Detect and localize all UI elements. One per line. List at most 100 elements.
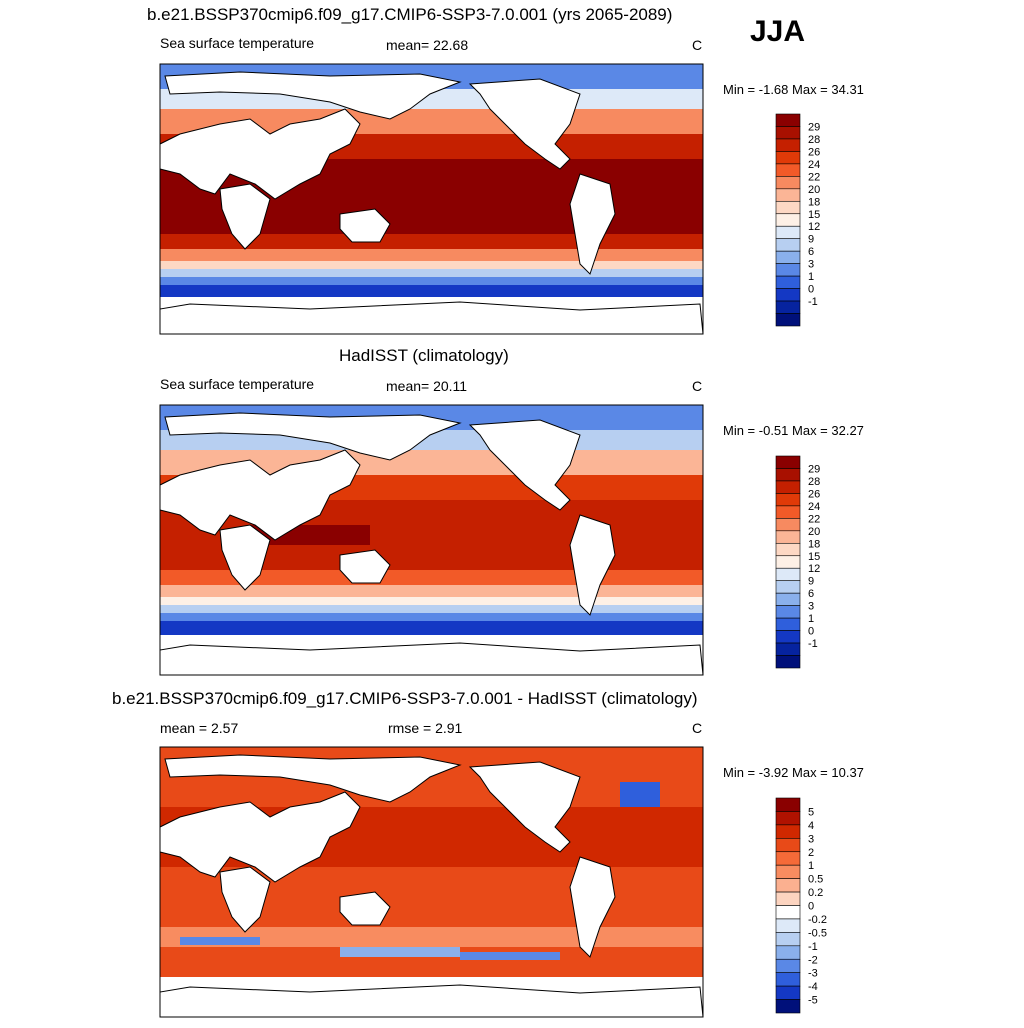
- colorbar-label: 0.5: [808, 874, 823, 886]
- colorbar-swatch: [775, 200, 801, 215]
- colorbar-swatch: [775, 138, 801, 152]
- colorbar-label: 26: [808, 146, 820, 158]
- panel-2-title: HadISST (climatology): [339, 346, 509, 365]
- colorbar-swatch: [775, 176, 801, 190]
- colorbar-swatch: [775, 918, 801, 933]
- colorbar-label: -0.2: [808, 914, 827, 926]
- colorbar-swatch: [775, 493, 801, 507]
- colorbar-label: -1: [808, 296, 818, 308]
- panel-3-map: [159, 746, 704, 1018]
- colorbar-swatch: [775, 480, 801, 494]
- colorbar-label: 12: [808, 563, 820, 575]
- panel-3-minmax-label: Min = -3.92 Max = 10.37: [723, 765, 864, 780]
- panel-3-units-label: C: [692, 720, 703, 736]
- panel-2-map: [159, 404, 704, 676]
- colorbar-label: 9: [808, 234, 814, 246]
- colorbar-label: 29: [808, 121, 820, 133]
- colorbar-swatch: [775, 864, 801, 879]
- colorbar-label: 26: [808, 488, 820, 500]
- colorbar-swatch: [775, 932, 801, 947]
- panel-2-minmax-label: Min = -0.51 Max = 32.27: [723, 423, 864, 438]
- colorbar-swatch: [775, 851, 801, 866]
- panel-1-map: [159, 63, 704, 335]
- colorbar-label: 18: [808, 538, 820, 550]
- colorbar-label: 20: [808, 526, 820, 538]
- panel-3-land: [159, 754, 704, 1018]
- panel-1-land: [159, 71, 704, 335]
- panel-2-units-label: C: [692, 378, 703, 394]
- colorbar-swatch: [775, 617, 801, 631]
- colorbar-label: 15: [808, 551, 820, 563]
- colorbar-label: 3: [808, 601, 814, 613]
- colorbar-swatch: [775, 163, 801, 177]
- colorbar-label: -1: [808, 941, 818, 953]
- colorbar-swatch: [775, 530, 801, 544]
- colorbar-swatch: [775, 151, 801, 165]
- colorbar-swatch: [775, 213, 801, 227]
- colorbar-label: -4: [808, 981, 818, 993]
- colorbar-swatch: [775, 630, 801, 644]
- colorbar-swatch: [775, 263, 801, 277]
- colorbar-label: 22: [808, 171, 820, 183]
- colorbar-swatch: [775, 985, 801, 1000]
- colorbar-label: 29: [808, 463, 820, 475]
- colorbar-swatch: [775, 250, 801, 264]
- colorbar-swatch: [775, 838, 801, 853]
- colorbar-label: -3: [808, 968, 818, 980]
- colorbar-label: 6: [808, 588, 814, 600]
- colorbar-label: 18: [808, 196, 820, 208]
- panel-3-mean-label: mean = 2.57: [160, 720, 239, 736]
- colorbar-label: 1: [808, 613, 814, 625]
- colorbar-label: 24: [808, 159, 820, 171]
- colorbar-label: -1: [808, 638, 818, 650]
- colorbar-label: -0.5: [808, 927, 827, 939]
- colorbar-swatch: [775, 945, 801, 960]
- colorbar-swatch: [775, 999, 801, 1014]
- colorbar-swatch: [775, 891, 801, 906]
- panel-2-frame: [159, 404, 704, 676]
- colorbar-label: 6: [808, 246, 814, 258]
- colorbar-swatch: [775, 958, 801, 973]
- colorbar-swatch: [775, 275, 801, 289]
- colorbar-swatch: [775, 642, 801, 656]
- colorbar-swatch: [775, 518, 801, 532]
- colorbar-swatch: [775, 655, 801, 669]
- colorbar-label: 0.2: [808, 887, 823, 899]
- colorbar-label: 1: [808, 271, 814, 283]
- colorbar-label: 0: [808, 284, 814, 296]
- colorbar-label: 0: [808, 901, 814, 913]
- colorbar-label: 5: [808, 806, 814, 818]
- colorbar-label: 22: [808, 513, 820, 525]
- colorbar-swatch: [775, 567, 801, 582]
- panel-1-units-label: C: [692, 37, 703, 53]
- colorbar-swatch: [775, 605, 801, 619]
- colorbar-swatch: [775, 455, 801, 469]
- colorbar-swatch: [775, 811, 801, 826]
- panel-2-land: [159, 412, 704, 676]
- colorbar-label: -2: [808, 954, 818, 966]
- colorbar-swatch: [775, 972, 801, 987]
- colorbar-label: 20: [808, 184, 820, 196]
- colorbar-swatch: [775, 542, 801, 557]
- colorbar-swatch: [775, 555, 801, 569]
- colorbar-label: 0: [808, 626, 814, 638]
- colorbar-label: 9: [808, 576, 814, 588]
- colorbar-swatch: [775, 313, 801, 327]
- panel-1-minmax-label: Min = -1.68 Max = 34.31: [723, 82, 864, 97]
- colorbar-swatch: [775, 797, 801, 812]
- colorbar-swatch: [775, 288, 801, 302]
- colorbar-swatch: [775, 225, 801, 240]
- colorbar-swatch: [775, 878, 801, 893]
- colorbar-label: 24: [808, 501, 820, 513]
- colorbar-swatch: [775, 113, 801, 127]
- panel-3-title: b.e21.BSSP370cmip6.f09_g17.CMIP6-SSP3-7.…: [112, 689, 698, 708]
- panel-2-mean-label: mean= 20.11: [386, 378, 468, 394]
- colorbar-label: 2: [808, 847, 814, 859]
- colorbar-swatch: [775, 126, 801, 140]
- colorbar-swatch: [775, 592, 801, 606]
- colorbar-label: 12: [808, 221, 820, 233]
- colorbar-swatch: [775, 300, 801, 314]
- colorbar-label: 4: [808, 820, 814, 832]
- colorbar-swatch: [775, 505, 801, 519]
- panel-1-title: b.e21.BSSP370cmip6.f09_g17.CMIP6-SSP3-7.…: [147, 5, 673, 24]
